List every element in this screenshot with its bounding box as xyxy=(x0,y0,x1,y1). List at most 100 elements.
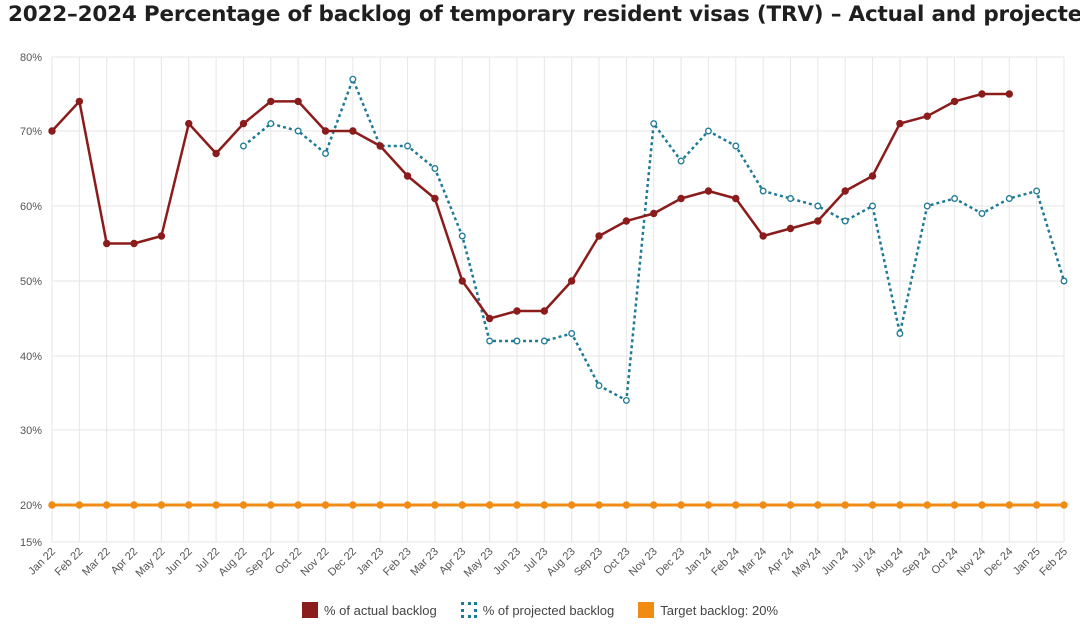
data-point[interactable] xyxy=(732,501,740,509)
data-point[interactable] xyxy=(267,97,275,106)
data-point[interactable] xyxy=(322,150,329,157)
data-point[interactable] xyxy=(622,396,630,404)
data-point[interactable] xyxy=(185,501,193,509)
data-point[interactable] xyxy=(404,142,412,150)
data-point[interactable] xyxy=(704,187,713,195)
data-point[interactable] xyxy=(75,97,84,106)
data-point[interactable] xyxy=(1032,501,1041,509)
data-point[interactable] xyxy=(814,501,822,509)
data-point[interactable] xyxy=(185,119,193,128)
data-point[interactable] xyxy=(294,501,302,509)
data-point[interactable] xyxy=(841,187,849,195)
data-point[interactable] xyxy=(650,209,658,218)
data-point[interactable] xyxy=(950,501,959,509)
data-point[interactable] xyxy=(403,501,412,509)
data-point[interactable] xyxy=(814,217,822,225)
data-point[interactable] xyxy=(650,501,658,509)
data-point[interactable] xyxy=(349,75,357,83)
data-point[interactable] xyxy=(103,501,111,509)
data-point[interactable] xyxy=(458,277,466,285)
data-point[interactable] xyxy=(732,142,740,150)
data-point[interactable] xyxy=(1060,277,1068,285)
data-point[interactable] xyxy=(787,195,794,202)
data-point[interactable] xyxy=(349,501,357,509)
data-point[interactable] xyxy=(486,337,494,345)
data-point[interactable] xyxy=(513,307,521,315)
data-point[interactable] xyxy=(896,330,904,337)
data-point[interactable] xyxy=(540,337,548,345)
data-point[interactable] xyxy=(403,172,412,180)
data-point[interactable] xyxy=(431,501,439,509)
data-point[interactable] xyxy=(923,202,931,210)
data-point[interactable] xyxy=(513,337,521,345)
data-point[interactable] xyxy=(732,194,740,203)
data-point[interactable] xyxy=(212,149,220,158)
data-point[interactable] xyxy=(677,501,685,509)
data-point[interactable] xyxy=(267,501,275,509)
data-point[interactable] xyxy=(239,119,248,128)
data-point[interactable] xyxy=(923,112,931,120)
data-point[interactable] xyxy=(978,210,986,217)
data-point[interactable] xyxy=(485,314,494,323)
data-point[interactable] xyxy=(923,501,931,509)
data-point[interactable] xyxy=(376,142,384,150)
data-point[interactable] xyxy=(786,224,795,233)
data-point[interactable] xyxy=(321,127,330,135)
data-point[interactable] xyxy=(1005,195,1013,202)
data-point[interactable] xyxy=(267,120,275,128)
data-point[interactable] xyxy=(978,501,986,509)
data-point[interactable] xyxy=(677,157,685,165)
data-point[interactable] xyxy=(1033,187,1041,195)
data-point[interactable] xyxy=(130,239,138,248)
data-point[interactable] xyxy=(704,501,713,509)
data-point[interactable] xyxy=(568,330,576,337)
data-point[interactable] xyxy=(567,501,576,509)
data-point[interactable] xyxy=(540,307,549,315)
data-point[interactable] xyxy=(951,195,959,202)
data-point[interactable] xyxy=(759,232,767,240)
data-point[interactable] xyxy=(759,501,767,509)
data-point[interactable] xyxy=(814,202,822,210)
data-point[interactable] xyxy=(157,232,166,240)
data-point[interactable] xyxy=(896,501,904,509)
data-point[interactable] xyxy=(540,501,549,509)
legend-item-actual[interactable]: % of actual backlog xyxy=(301,602,437,618)
data-point[interactable] xyxy=(650,120,658,128)
data-point[interactable] xyxy=(212,501,220,509)
data-point[interactable] xyxy=(1005,90,1013,98)
legend-item-target[interactable]: Target backlog: 20% xyxy=(638,602,778,618)
data-point[interactable] xyxy=(567,277,576,285)
data-point[interactable] xyxy=(622,217,631,225)
data-point[interactable] xyxy=(294,127,302,135)
data-point[interactable] xyxy=(786,501,795,509)
data-point[interactable] xyxy=(978,90,986,98)
data-point[interactable] xyxy=(896,119,904,128)
data-point[interactable] xyxy=(841,501,849,509)
data-point[interactable] xyxy=(294,97,302,106)
data-point[interactable] xyxy=(458,501,466,509)
data-point[interactable] xyxy=(240,142,247,150)
data-point[interactable] xyxy=(841,217,849,225)
data-point[interactable] xyxy=(1060,501,1068,509)
data-point[interactable] xyxy=(75,501,84,509)
data-point[interactable] xyxy=(431,194,439,203)
legend-item-projected[interactable]: % of projected backlog xyxy=(460,602,614,618)
data-point[interactable] xyxy=(595,501,603,509)
data-point[interactable] xyxy=(485,501,494,509)
data-point[interactable] xyxy=(376,501,384,509)
data-point[interactable] xyxy=(759,187,767,195)
data-point[interactable] xyxy=(869,202,876,210)
data-point[interactable] xyxy=(704,127,712,135)
data-point[interactable] xyxy=(103,239,111,248)
data-point[interactable] xyxy=(595,382,603,390)
data-point[interactable] xyxy=(349,127,357,135)
data-point[interactable] xyxy=(950,97,959,106)
data-point[interactable] xyxy=(239,501,248,509)
data-point[interactable] xyxy=(431,165,439,172)
data-point[interactable] xyxy=(157,501,166,509)
data-point[interactable] xyxy=(868,172,877,180)
data-point[interactable] xyxy=(513,501,521,509)
data-point[interactable] xyxy=(1005,501,1013,509)
data-point[interactable] xyxy=(622,501,631,509)
data-point[interactable] xyxy=(48,127,56,135)
